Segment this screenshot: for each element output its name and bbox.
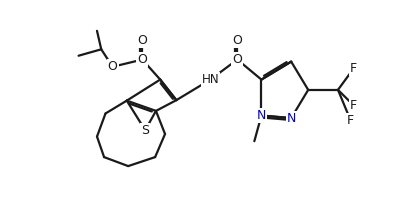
Text: O: O	[137, 34, 147, 47]
Text: O: O	[137, 53, 147, 66]
Text: F: F	[350, 99, 357, 112]
Text: O: O	[232, 34, 242, 47]
Text: N: N	[286, 112, 296, 125]
Text: O: O	[108, 60, 117, 73]
Text: F: F	[350, 62, 357, 75]
Text: F: F	[347, 114, 354, 127]
Text: HN: HN	[202, 73, 219, 86]
Text: N: N	[257, 109, 266, 122]
Text: S: S	[141, 124, 149, 137]
Text: O: O	[232, 53, 242, 66]
